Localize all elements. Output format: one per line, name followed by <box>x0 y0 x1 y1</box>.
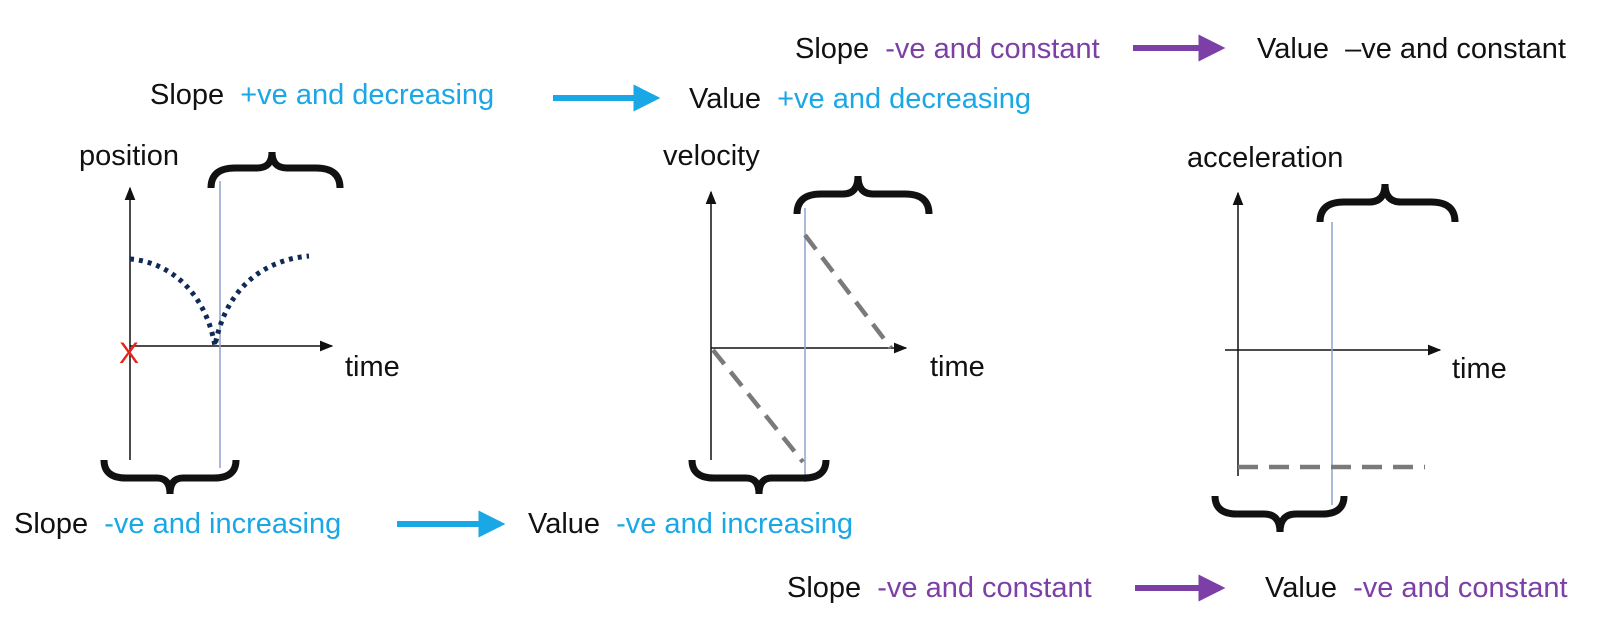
caption-value-desc: –ve and constant <box>1345 33 1566 65</box>
caption-value-desc: -ve and increasing <box>616 508 853 540</box>
caption-value-word: Value <box>689 83 761 115</box>
svg-text:Value +ve and decreasing: Value +ve and decreasing <box>689 83 1031 115</box>
caption-slope-word: Slope <box>150 79 224 111</box>
acceleration-top-brace <box>1316 183 1459 223</box>
caption-slope-desc: +ve and decreasing <box>240 79 494 111</box>
svg-text:Slope -ve and constant: Slope -ve and constant <box>795 33 1100 65</box>
caption-top-right: Slope -ve and constant Value –ve and con… <box>795 33 1566 65</box>
svg-text:Value -ve and constant: Value -ve and constant <box>1265 572 1568 604</box>
caption-value-word: Value <box>1257 33 1329 65</box>
caption-bottom-left: Slope -ve and increasing Value -ve and i… <box>14 508 853 540</box>
caption-bottom-right: Slope -ve and constant Value -ve and con… <box>787 572 1568 604</box>
position-time-label: time <box>345 351 400 383</box>
position-marker: X <box>119 337 139 370</box>
caption-slope-desc: -ve and constant <box>885 33 1099 65</box>
velocity-graph: velocity time <box>663 140 985 495</box>
acceleration-time-label: time <box>1452 353 1507 385</box>
velocity-bottom-brace <box>688 459 830 495</box>
caption-slope-desc: -ve and increasing <box>104 508 341 540</box>
position-graph: position time X <box>79 140 400 495</box>
acceleration-graph: acceleration time <box>1187 142 1507 533</box>
svg-text:Slope -ve and constant: Slope -ve and constant <box>787 572 1092 604</box>
position-bottom-brace <box>100 459 240 495</box>
caption-slope-desc: -ve and constant <box>877 572 1091 604</box>
caption-slope-word: Slope <box>14 508 88 540</box>
acceleration-bottom-brace <box>1211 495 1348 533</box>
svg-text:Slope +ve and decreasing: Slope +ve and decreasing <box>150 79 494 111</box>
caption-value-word: Value <box>528 508 600 540</box>
velocity-line-segment-1 <box>711 348 805 464</box>
position-axis-label: position <box>79 140 179 172</box>
caption-top-left: Slope +ve and decreasing Value +ve and d… <box>150 79 1031 115</box>
caption-value-desc: +ve and decreasing <box>777 83 1031 115</box>
svg-text:Value –ve and constant: Value –ve and constant <box>1257 33 1566 65</box>
acceleration-axis-label: acceleration <box>1187 142 1343 174</box>
caption-value-desc: -ve and constant <box>1353 572 1567 604</box>
svg-text:Value -ve and increasing: Value -ve and increasing <box>528 508 853 540</box>
velocity-top-brace <box>793 175 933 215</box>
position-top-brace <box>207 151 344 189</box>
svg-text:Slope -ve and increasing: Slope -ve and increasing <box>14 508 341 540</box>
caption-slope-word: Slope <box>795 33 869 65</box>
velocity-axis-label: velocity <box>663 140 760 172</box>
position-curve <box>129 253 310 347</box>
velocity-time-label: time <box>930 351 985 383</box>
caption-slope-word: Slope <box>787 572 861 604</box>
caption-value-word: Value <box>1265 572 1337 604</box>
velocity-line-segment-2 <box>803 233 893 350</box>
